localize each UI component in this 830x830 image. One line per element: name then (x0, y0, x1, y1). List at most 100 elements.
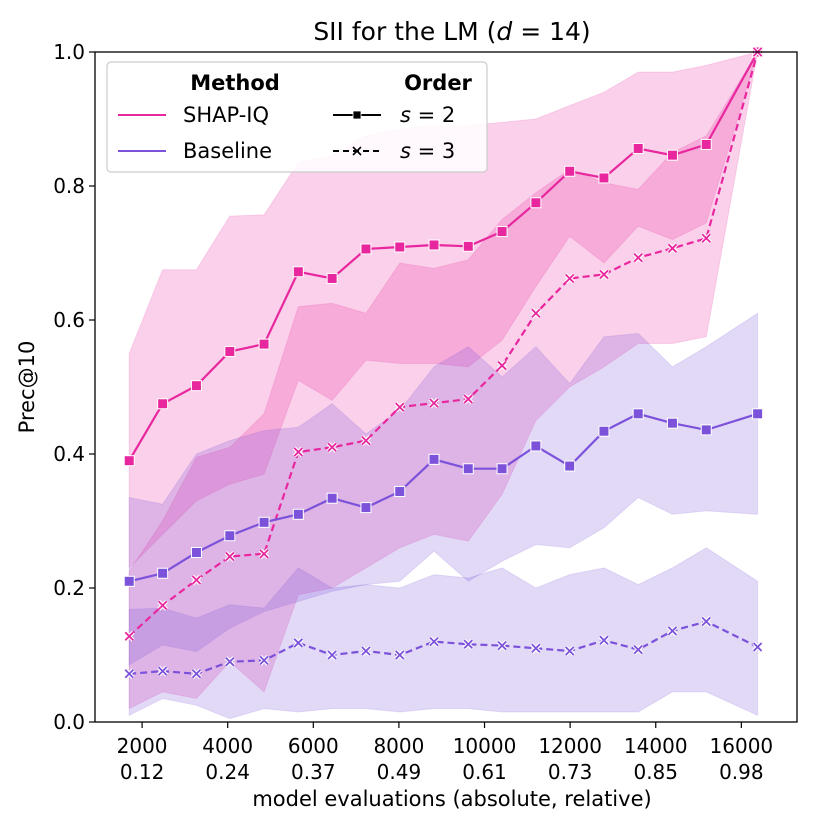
band-2 (128, 312, 759, 666)
point-1-2 (191, 574, 202, 586)
point-1-1 (157, 600, 169, 611)
y-tick-label-3: 0.6 (53, 308, 85, 332)
x-tick-label-7: 16000 (710, 734, 774, 758)
point-0-8 (394, 241, 406, 253)
point-3-15 (632, 644, 644, 656)
x-axis-label: model evaluations (absolute, relative) (252, 787, 651, 811)
x-tick-sublabel-0: 0.12 (120, 760, 165, 784)
point-3-11 (496, 640, 508, 652)
point-1-12 (530, 307, 542, 319)
point-0-2 (190, 380, 202, 392)
series-markers (123, 46, 764, 680)
point-2-12 (530, 440, 542, 452)
point-0-14 (598, 172, 610, 184)
x-tick-sublabel-7: 0.98 (719, 760, 764, 784)
point-1-4 (258, 548, 270, 560)
y-axis-label: Prec@10 (15, 341, 39, 434)
point-2-5 (292, 508, 304, 520)
point-2-13 (564, 460, 576, 472)
point-2-14 (598, 425, 610, 437)
point-3-5 (292, 637, 304, 649)
point-2-3 (224, 530, 236, 542)
point-0-5 (292, 266, 304, 278)
point-0-6 (326, 272, 338, 284)
point-3-9 (428, 636, 440, 648)
point-2-17 (700, 424, 712, 436)
x-tick-label-6: 14000 (624, 734, 688, 758)
point-3-1 (157, 665, 169, 677)
legend-baseline-label: Baseline (183, 139, 272, 163)
point-0-17 (700, 138, 712, 150)
point-2-0 (123, 575, 135, 587)
point-1-3 (224, 551, 236, 562)
y-tick-label-4: 0.8 (53, 174, 85, 198)
point-3-2 (191, 668, 202, 680)
x-tick-sublabel-6: 0.85 (633, 760, 678, 784)
point-2-18 (752, 408, 764, 420)
legend-order-header: Order (404, 71, 472, 95)
point-3-14 (598, 634, 610, 646)
point-3-18 (752, 641, 764, 653)
x-tick-sublabel-4: 0.61 (462, 760, 507, 784)
point-0-13 (564, 165, 576, 177)
point-2-7 (360, 502, 372, 514)
legend-order2-marker (352, 110, 362, 120)
band-3 (128, 547, 759, 720)
y-tick-label-2: 0.4 (53, 442, 85, 466)
x-tick-sublabel-3: 0.49 (377, 760, 422, 784)
point-1-9 (428, 397, 440, 409)
legend-shapiq-label: SHAP-IQ (183, 103, 269, 127)
chart-title: SII for the LM (d = 14) (313, 17, 590, 46)
point-1-8 (394, 401, 406, 413)
point-2-6 (326, 492, 338, 504)
point-0-10 (462, 240, 474, 252)
point-1-7 (360, 435, 372, 447)
x-tick-label-5: 12000 (538, 734, 602, 758)
point-3-0 (123, 668, 135, 680)
point-0-12 (530, 197, 542, 209)
point-2-1 (157, 567, 169, 579)
band-1 (128, 51, 759, 710)
point-2-8 (394, 486, 406, 498)
x-tick-label-2: 6000 (288, 734, 339, 758)
point-3-4 (258, 654, 270, 666)
x-tick-label-0: 2000 (117, 734, 168, 758)
point-1-11 (496, 360, 508, 371)
point-3-6 (326, 649, 338, 661)
point-2-10 (462, 463, 474, 475)
point-0-15 (632, 142, 644, 154)
point-2-9 (428, 453, 440, 465)
point-1-6 (326, 441, 338, 453)
legend: Method Order SHAP-IQ Baseline s = 2 s = … (106, 61, 488, 173)
x-tick-sublabel-2: 0.37 (291, 760, 336, 784)
point-2-11 (496, 463, 508, 475)
point-3-17 (700, 616, 712, 627)
y-tick-label-1: 0.2 (53, 576, 85, 600)
legend-order3-marker (352, 146, 362, 156)
plot-frame (94, 51, 798, 723)
x-tick-sublabel-5: 0.73 (548, 760, 593, 784)
point-3-13 (564, 645, 576, 657)
point-0-9 (428, 239, 440, 251)
point-3-7 (360, 645, 372, 657)
point-3-16 (667, 625, 678, 637)
legend-method-header: Method (190, 71, 280, 95)
point-1-5 (292, 446, 304, 458)
x-tick-label-4: 10000 (453, 734, 517, 758)
point-1-15 (632, 252, 644, 264)
point-1-0 (123, 630, 135, 642)
point-2-4 (258, 516, 270, 528)
point-0-11 (496, 226, 508, 238)
point-0-16 (666, 149, 678, 161)
legend-box (106, 61, 488, 173)
legend-order3-label: s = 3 (400, 139, 455, 163)
point-0-1 (157, 398, 169, 410)
y-tick-label-0: 0.0 (53, 710, 85, 734)
x-tick-label-3: 8000 (373, 734, 424, 758)
point-2-16 (666, 417, 678, 429)
point-1-17 (700, 232, 712, 244)
x-tick-label-1: 4000 (202, 734, 253, 758)
y-tick-label-5: 1.0 (53, 40, 85, 64)
y-axis-ticks: 0.0 0.2 0.4 0.6 0.8 1.0 (53, 40, 95, 734)
